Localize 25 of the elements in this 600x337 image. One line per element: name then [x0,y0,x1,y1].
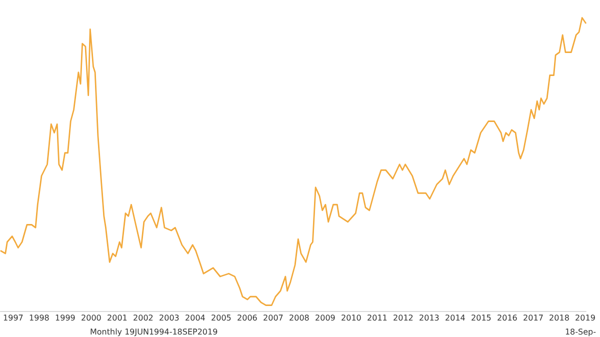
x-tick-label: 2017 [523,314,544,322]
x-tick-label: 1999 [55,314,76,322]
x-tick-label: 2013 [419,314,440,322]
x-tick-label: 2007 [263,314,284,322]
x-tick-label: 2008 [289,314,310,322]
x-tick-label: 2014 [445,314,466,322]
x-tick-label: 2001 [107,314,128,322]
x-tick-label: 2002 [133,314,154,322]
x-tick-label: 2004 [185,314,206,322]
x-tick-label: 2010 [341,314,362,322]
x-tick-label: 2009 [315,314,336,322]
x-tick-label: 2012 [393,314,414,322]
x-tick-label: 1997 [3,314,24,322]
x-tick-label: 2006 [237,314,258,322]
x-tick-label: 2018 [549,314,570,322]
x-tick-label: 2000 [81,314,102,322]
x-tick-label: 1998 [29,314,50,322]
x-tick-label: 2015 [471,314,492,322]
x-tick-label: 2016 [497,314,518,322]
x-tick-label: 2003 [159,314,180,322]
text: Monthly 19JUN1994-18SEP2019 [90,328,218,336]
x-tick-label: 2019 [575,314,596,322]
x-tick-label: 2011 [367,314,388,322]
x-tick-label: 2005 [211,314,232,322]
text: 18-Sep- [564,328,596,336]
